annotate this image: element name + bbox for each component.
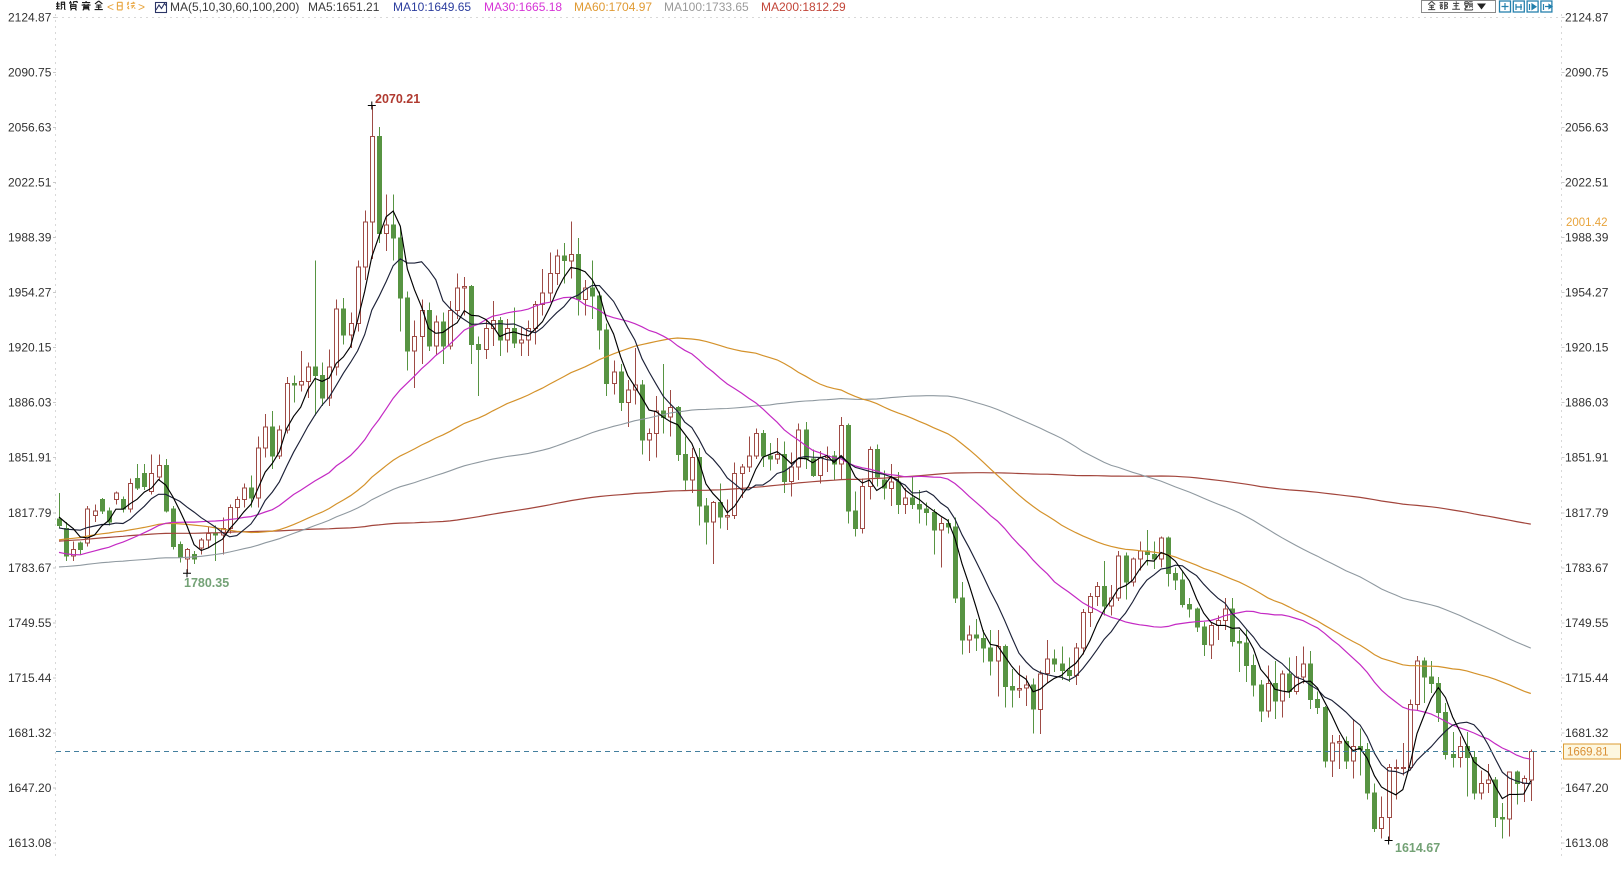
svg-text:MA(5,10,30,60,100,200): MA(5,10,30,60,100,200) [170, 0, 299, 14]
svg-text:2056.63: 2056.63 [1565, 120, 1609, 134]
svg-text:1988.39: 1988.39 [1565, 231, 1609, 245]
svg-text:1886.03: 1886.03 [8, 396, 52, 410]
svg-text:1749.55: 1749.55 [8, 616, 52, 630]
svg-text:1669.81: 1669.81 [1567, 747, 1609, 759]
svg-text:2022.51: 2022.51 [1565, 175, 1609, 189]
svg-text:1613.08: 1613.08 [1565, 836, 1609, 850]
svg-text:1647.20: 1647.20 [8, 781, 52, 795]
svg-text:2056.63: 2056.63 [8, 120, 52, 134]
svg-text:MA5:1651.21: MA5:1651.21 [308, 0, 380, 14]
svg-text:1920.15: 1920.15 [8, 341, 52, 355]
svg-text:1715.44: 1715.44 [1565, 671, 1609, 685]
svg-text:1920.15: 1920.15 [1565, 341, 1609, 355]
svg-text:1783.67: 1783.67 [8, 561, 52, 575]
svg-text:1783.67: 1783.67 [1565, 561, 1609, 575]
svg-text:1817.79: 1817.79 [1565, 506, 1609, 520]
svg-text:2022.51: 2022.51 [8, 175, 52, 189]
svg-text:MA100:1733.65: MA100:1733.65 [664, 0, 749, 14]
svg-text:>: > [138, 0, 145, 14]
svg-text:1780.35: 1780.35 [184, 576, 229, 590]
svg-text:<: < [107, 0, 114, 14]
svg-text:MA60:1704.97: MA60:1704.97 [574, 0, 652, 14]
svg-text:2001.42: 2001.42 [1566, 217, 1608, 229]
svg-text:1954.27: 1954.27 [8, 286, 52, 300]
svg-text:1817.79: 1817.79 [8, 506, 52, 520]
svg-text:2070.21: 2070.21 [375, 92, 420, 106]
svg-text:1647.20: 1647.20 [1565, 781, 1609, 795]
svg-text:1614.67: 1614.67 [1395, 841, 1440, 855]
svg-text:1954.27: 1954.27 [1565, 286, 1609, 300]
svg-text:MA10:1649.65: MA10:1649.65 [393, 0, 471, 14]
svg-text:1749.55: 1749.55 [1565, 616, 1609, 630]
svg-text:1681.32: 1681.32 [1565, 726, 1609, 740]
svg-text:MA30:1665.18: MA30:1665.18 [484, 0, 562, 14]
svg-text:2090.75: 2090.75 [1565, 65, 1609, 79]
svg-text:1851.91: 1851.91 [8, 451, 52, 465]
svg-text:1886.03: 1886.03 [1565, 396, 1609, 410]
svg-text:1613.08: 1613.08 [8, 836, 52, 850]
svg-text:2090.75: 2090.75 [8, 65, 52, 79]
svg-text:1715.44: 1715.44 [8, 671, 52, 685]
svg-text:2124.87: 2124.87 [8, 10, 52, 24]
svg-text:1988.39: 1988.39 [8, 231, 52, 245]
svg-text:2124.87: 2124.87 [1565, 10, 1609, 24]
svg-text:MA200:1812.29: MA200:1812.29 [761, 0, 846, 14]
svg-text:1851.91: 1851.91 [1565, 451, 1609, 465]
svg-text:1681.32: 1681.32 [8, 726, 52, 740]
